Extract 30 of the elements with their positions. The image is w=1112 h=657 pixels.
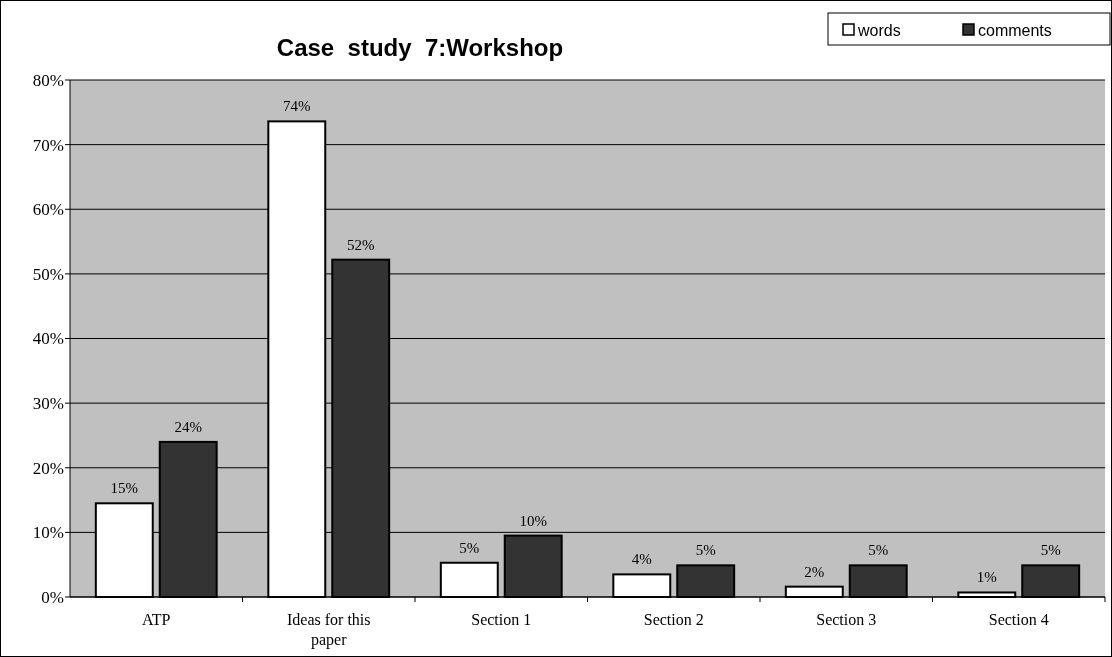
data-label: 24% <box>174 418 202 435</box>
y-tick-label: 50% <box>32 264 64 284</box>
y-tick-label: 10% <box>32 523 64 543</box>
data-label: 5% <box>459 539 480 556</box>
data-label: 2% <box>804 563 825 580</box>
data-label: 4% <box>631 551 652 568</box>
data-label: 5% <box>695 542 716 559</box>
x-tick-label: Section 2 <box>643 611 704 628</box>
x-tick-label: Section 3 <box>816 611 877 628</box>
x-tick-label: Section 4 <box>988 611 1049 628</box>
y-tick-label: 0% <box>41 587 64 607</box>
x-tick-label: Section 1 <box>471 611 532 628</box>
y-tick-label: 70% <box>32 135 64 155</box>
data-label: 52% <box>346 236 375 253</box>
x-tick-label: Ideas for this paper <box>286 611 371 649</box>
legend-label: words <box>857 21 901 39</box>
chart-title: Case study 7:Workshop <box>276 34 564 61</box>
data-label: 15% <box>110 480 139 497</box>
legend-label: comments <box>978 21 1052 39</box>
y-tick-label: 60% <box>32 200 64 220</box>
y-tick-label: 20% <box>32 458 64 478</box>
data-label: 74% <box>283 98 311 115</box>
data-label: 10% <box>519 512 547 529</box>
data-label: 1% <box>976 569 997 586</box>
y-tick-label: 40% <box>32 329 64 349</box>
y-tick-label: 80% <box>32 70 64 90</box>
data-label: 5% <box>868 542 889 559</box>
y-tick-label: 30% <box>32 394 64 414</box>
data-label: 5% <box>1040 542 1061 559</box>
x-tick-label: ATP <box>142 611 171 628</box>
